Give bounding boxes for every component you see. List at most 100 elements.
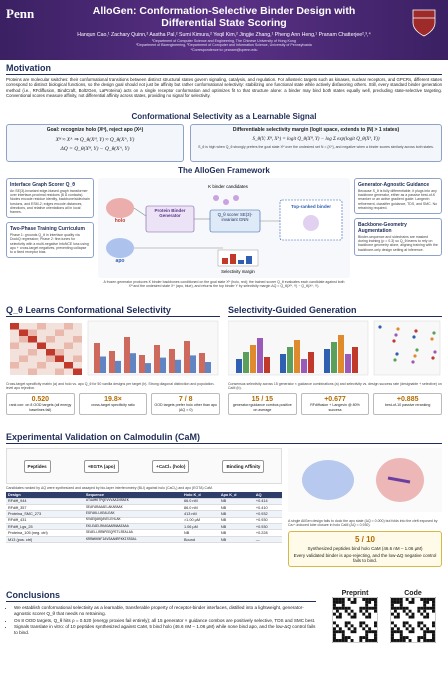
qr-cell (405, 627, 409, 631)
heat-cell (64, 368, 73, 375)
qr-cell (344, 606, 348, 610)
qr-cell (391, 636, 394, 640)
heat-cell (37, 368, 46, 375)
deco-dot (394, 333, 398, 337)
equation: S_θ(Y; Xᴴ, Xᴬ) = logit Q_θ(Xᴴ, Y) − log … (252, 137, 380, 142)
qr-cell (423, 624, 427, 628)
qr-cell (374, 636, 377, 640)
deco-dot (430, 337, 434, 341)
qr-code[interactable] (389, 596, 437, 644)
heat-cell (19, 342, 28, 349)
qr-cell (399, 606, 403, 610)
qr-cell (391, 633, 394, 637)
code[interactable]: Code (386, 590, 440, 648)
qr-cell (417, 606, 421, 610)
qr-label: Preprint (341, 590, 369, 597)
qr-cell (365, 609, 369, 613)
qr-cell (393, 615, 397, 619)
box-text: Because S_θ is fully differentiable, it … (358, 189, 438, 210)
table-cell: +0.410 (253, 504, 282, 512)
qr-cell (333, 633, 336, 637)
deco-bar (236, 359, 242, 373)
qr-cell (393, 606, 397, 610)
heat-cell (28, 323, 37, 330)
deco-bar (190, 355, 196, 373)
qr-cell (333, 598, 336, 601)
table-row: RFdiff_Lgs_25 EKLEAELRKAGAARNAAEAAA 1.06 µ… (6, 523, 282, 531)
qr-cell (347, 598, 351, 601)
qr-cell (429, 639, 433, 642)
qr-cell (393, 630, 397, 634)
box-text: Binder-sequence and sidechains are maske… (358, 235, 438, 252)
heat-cell (19, 329, 28, 336)
table-cell: Proteina_SMC_273 (6, 510, 84, 518)
heat-cell (19, 336, 28, 343)
heat-cell (10, 342, 19, 349)
deco-dot (392, 339, 396, 343)
qr-cell (432, 603, 435, 607)
table-cell: Proteina_105 (neg. ctrl) (6, 529, 84, 537)
deco-bar (250, 345, 256, 373)
qr-cell (365, 600, 369, 604)
heat-cell (10, 336, 19, 343)
qr-cell (374, 639, 377, 642)
box-title: Two-Phase Training Curriculum (10, 226, 85, 233)
qr-cell (402, 636, 406, 640)
preprint[interactable]: Preprint (328, 590, 382, 648)
qr-cell (393, 609, 397, 613)
deco-bar (287, 347, 293, 373)
deco-dot (412, 335, 416, 339)
qr-cell (335, 615, 339, 619)
signal: Conformational Selectivity as a Learnabl… (6, 112, 442, 162)
table-cell: +0.932 (253, 510, 282, 518)
qr-cell (432, 598, 435, 601)
affiliations: ¹Department of Computer Science and Engi… (0, 39, 448, 52)
qr-cell (368, 598, 372, 601)
qr-cell (341, 598, 345, 601)
table-cell: RFdiff_Lgs_25 (6, 523, 84, 531)
deco-bar (184, 341, 190, 373)
right-boxes: Generator-Agnostic Guidance Because S_θ i… (354, 178, 442, 260)
deco-dot (414, 329, 418, 333)
qr-cell (432, 636, 435, 640)
qr-cell (411, 630, 415, 634)
qr-cell (396, 612, 400, 616)
qr-cell (420, 606, 424, 610)
qr-cell (350, 600, 354, 604)
qr-cell (347, 627, 351, 631)
heat-cell (19, 323, 28, 330)
qr-code[interactable] (331, 596, 379, 644)
experimental-right: A single AllGen design fails to dock the… (288, 448, 442, 568)
qr-cell (411, 612, 415, 616)
assay-flow: Peptides +EGTA (apo) +CaCl₂ (holo) Binding … (6, 448, 282, 484)
qr-cell (333, 606, 336, 610)
qr-cell (333, 621, 336, 625)
heat-cell (19, 349, 28, 356)
section-title: The AlloGen Framework (178, 166, 270, 175)
heat-cell (10, 329, 19, 336)
qr-cell (432, 609, 435, 613)
heat-cell (46, 355, 55, 362)
qr-cell (333, 600, 336, 604)
stat-label: generator×guidance combos positive on av… (232, 403, 292, 412)
qr-cell (365, 603, 369, 607)
heat-cell (37, 349, 46, 356)
qr-cell (338, 598, 342, 601)
stats: 15 / 15 generator×guidance combos positiv… (228, 393, 443, 416)
deco-bar (124, 337, 130, 373)
qr-cell (353, 600, 357, 604)
qr-cell (399, 603, 403, 607)
qr-cell (429, 606, 433, 610)
deco-dot (432, 331, 436, 335)
qr-cell (368, 639, 372, 642)
qr-cell (426, 630, 430, 634)
authors: Hanqun Cao,¹ Zachary Quinn,² Aastha Pal,… (77, 32, 371, 38)
label: K binder candidates (208, 184, 249, 189)
qr-cell (350, 624, 354, 628)
deco-dot (396, 327, 400, 331)
flow-step: +EGTA (apo) (83, 459, 120, 473)
qr-cell (371, 630, 375, 634)
framework-diagram: holo apo Protein Binder Generator K bind… (98, 178, 350, 278)
qr-cell (359, 639, 363, 642)
qr-cell (374, 606, 377, 610)
